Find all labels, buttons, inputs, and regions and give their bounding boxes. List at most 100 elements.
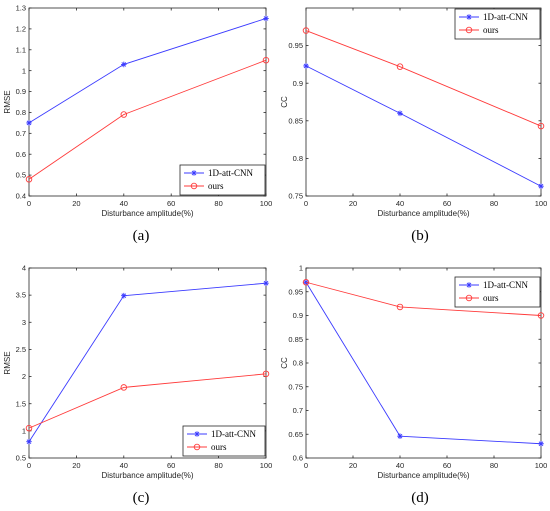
x-axis-title: Disturbance amplitude(%) (377, 209, 469, 218)
legend: 1D-att-CNN ours (454, 276, 541, 308)
x-tick-label: 20 (72, 199, 80, 208)
x-tick-label: 60 (443, 461, 451, 470)
plot-area-frame (28, 7, 267, 197)
y-tick-label: 0.7 (293, 406, 303, 415)
chart-panel-d: 0 20 40 60 80 100 0.6 0.65 0.7 0.75 0.8 0.85 0.9 0.95… (280, 264, 547, 506)
y-tick-label: 2.5 (16, 345, 26, 354)
y-axis-title: RMSE (3, 90, 12, 113)
legend: 1D-att-CNN ours (179, 164, 266, 196)
legend-entry-label: ours (483, 293, 499, 303)
series-line-ours (305, 30, 542, 127)
x-tick-label: 80 (214, 461, 222, 470)
y-tick-label: 0.85 (288, 116, 303, 125)
y-tick-label: 0.75 (288, 382, 303, 391)
x-tick-label: 20 (349, 199, 357, 208)
y-tick-label: 0.8 (293, 154, 303, 163)
panel-label: (a) (133, 228, 150, 244)
y-tick-label: 0.8 (293, 359, 303, 368)
chart-panel-b: 0 20 40 60 80 100 0.75 0.8 0.85 0.9 0.95 Disturbanc… (280, 7, 548, 244)
y-tick-label: 0.75 (288, 192, 303, 201)
y-tick-label: 0.95 (288, 287, 303, 296)
panel-label: (d) (411, 490, 429, 506)
x-tick-label: 100 (535, 199, 548, 208)
data-point-circle (262, 56, 270, 64)
data-point-circle (537, 312, 545, 319)
series-line-ours (28, 59, 267, 180)
legend-entry-label: 1D-att-CNN (483, 280, 528, 290)
legend-entry-label: ours (483, 25, 499, 35)
legend-entry-label: 1D-att-CNN (208, 168, 253, 178)
y-axis-title: RMSE (3, 351, 12, 374)
x-tick-label: 80 (490, 199, 498, 208)
y-tick-label: 1.5 (16, 399, 26, 408)
panel-label: (b) (411, 228, 429, 244)
y-tick-label: 3.5 (16, 291, 26, 300)
data-point-circle (262, 370, 270, 378)
y-tick-label: 1.2 (16, 24, 26, 33)
data-point-star (26, 120, 32, 126)
x-tick-label: 20 (72, 461, 80, 470)
data-point-star (263, 15, 269, 22)
data-point-star (538, 440, 544, 447)
panel-label: (c) (133, 490, 150, 506)
y-tick-label: 0.6 (16, 150, 26, 159)
data-point-circle (302, 279, 310, 286)
y-tick-label: 0.65 (288, 430, 303, 439)
x-tick-label: 0 (27, 199, 31, 208)
y-tick-label: 0.85 (288, 335, 303, 344)
data-point-star (397, 110, 403, 117)
y-tick-label: 1.3 (16, 4, 26, 13)
x-tick-label: 100 (260, 461, 273, 470)
legend-marker-circle (193, 443, 201, 451)
data-point-star (538, 183, 544, 190)
data-point-circle (537, 122, 545, 130)
legend: 1D-att-CNN ours (454, 8, 541, 40)
data-point-star (263, 280, 269, 286)
legend-box (454, 8, 541, 40)
x-tick-label: 80 (490, 461, 498, 470)
x-tick-label: 0 (27, 461, 31, 470)
y-tick-label: 1 (299, 264, 303, 273)
x-tick-label: 40 (120, 461, 128, 470)
x-tick-label: 60 (167, 461, 175, 470)
data-point-circle (120, 384, 128, 391)
x-tick-label: 20 (349, 461, 357, 470)
y-tick-label: 0.95 (288, 41, 303, 50)
legend-box (179, 164, 266, 196)
data-point-circle (25, 424, 33, 432)
legend-marker-circle (465, 294, 473, 302)
legend-entry-label: ours (208, 181, 224, 191)
y-tick-label: 4 (22, 264, 26, 273)
data-point-circle (120, 111, 128, 118)
legend-marker-star (191, 170, 197, 176)
y-tick-label: 0.5 (16, 454, 26, 463)
series-line-1d-att-cnn (28, 18, 267, 124)
data-point-circle (302, 27, 310, 34)
x-axis-title: Disturbance amplitude(%) (377, 471, 469, 480)
data-point-star (121, 292, 127, 299)
y-tick-label: 1 (22, 426, 26, 435)
x-tick-label: 40 (396, 199, 404, 208)
y-tick-label: 3 (22, 318, 26, 327)
series-line-1d-att-cnn (28, 282, 267, 442)
legend-box (182, 425, 266, 457)
y-tick-label: 0.4 (16, 192, 26, 201)
data-point-star (121, 61, 127, 68)
plot-area-frame (28, 267, 267, 459)
y-tick-label: 0.5 (16, 171, 26, 180)
chart-panel-c: 0 20 40 60 80 100 0.5 1 1.5 2 2.5 3 3.5 4 Disturbance … (3, 264, 272, 506)
legend-box (454, 276, 541, 308)
legend-entry-label: 1D-att-CNN (483, 12, 528, 22)
series-line-ours (28, 373, 267, 429)
series-line-1d-att-cnn (305, 65, 542, 187)
data-point-circle (396, 303, 404, 311)
legend-marker-circle (465, 26, 473, 34)
data-point-star (303, 63, 309, 69)
x-axis-title: Disturbance amplitude(%) (101, 471, 193, 480)
y-tick-label: 1.1 (16, 45, 26, 54)
legend-marker-star (466, 14, 472, 20)
y-tick-label: 0.9 (293, 311, 303, 320)
x-tick-label: 60 (443, 199, 451, 208)
x-tick-label: 100 (535, 461, 548, 470)
